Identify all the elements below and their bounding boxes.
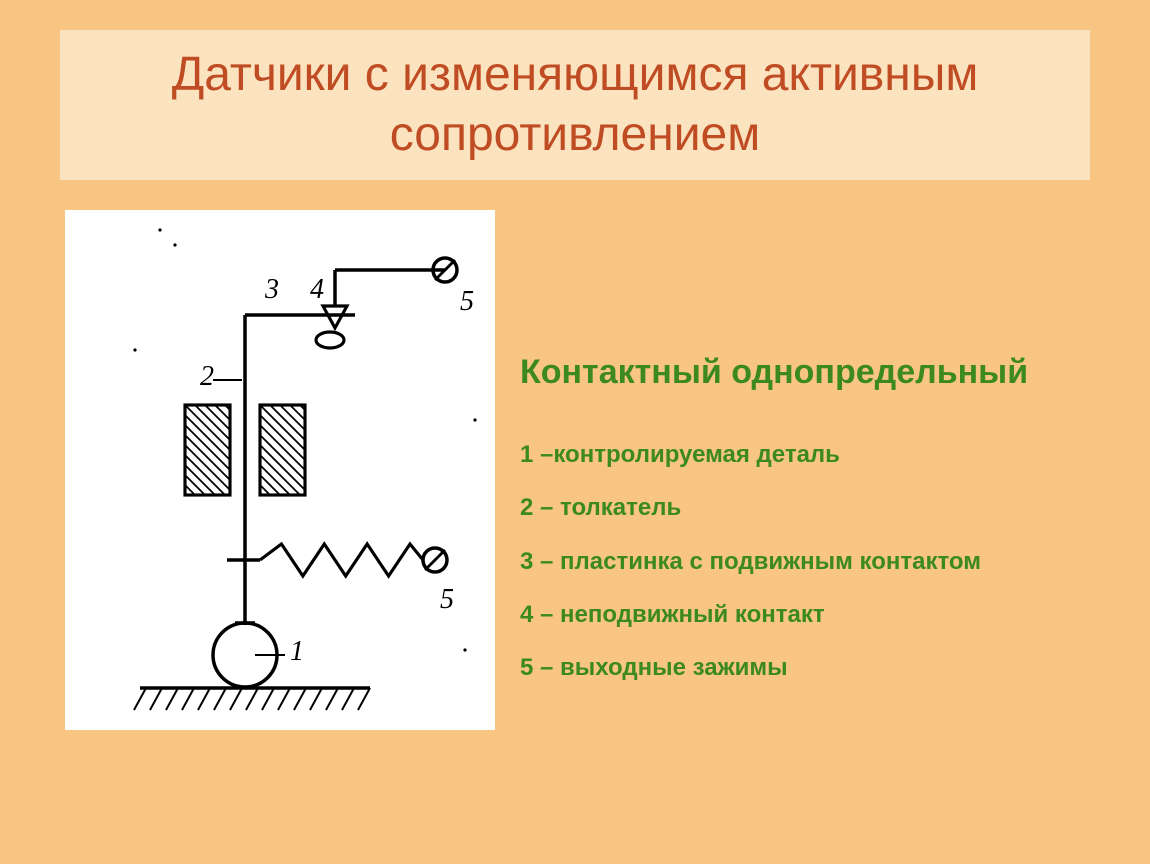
- svg-text:4: 4: [310, 274, 324, 305]
- legend-item: 2 – толкатель: [520, 492, 1080, 523]
- legend-title: Контактный однопредельный: [520, 350, 1080, 394]
- svg-text:5: 5: [460, 286, 474, 317]
- legend-item: 3 – пластинка с подвижным контактом: [520, 546, 1080, 577]
- slide-root: Датчики с изменяющимся активным сопротив…: [0, 0, 1150, 864]
- diagram-container: 1 2 34 5 5: [65, 210, 495, 730]
- legend-item: 5 – выходные зажимы: [520, 652, 1080, 683]
- svg-text:2: 2: [200, 361, 214, 392]
- legend-item: 4 – неподвижный контакт: [520, 599, 1080, 630]
- svg-text:5: 5: [440, 584, 454, 615]
- legend: Контактный однопредельный 1 –контролируе…: [520, 350, 1080, 705]
- svg-text:1: 1: [290, 636, 304, 667]
- legend-list: 1 –контролируемая деталь 2 – толкатель 3 –…: [520, 439, 1080, 683]
- sensor-diagram: 1 2 34 5 5: [65, 210, 495, 730]
- slide-title: Датчики с изменяющимся активным сопротив…: [60, 45, 1090, 165]
- svg-text:3: 3: [264, 274, 279, 305]
- legend-item: 1 –контролируемая деталь: [520, 439, 1080, 470]
- title-box: Датчики с изменяющимся активным сопротив…: [60, 30, 1090, 180]
